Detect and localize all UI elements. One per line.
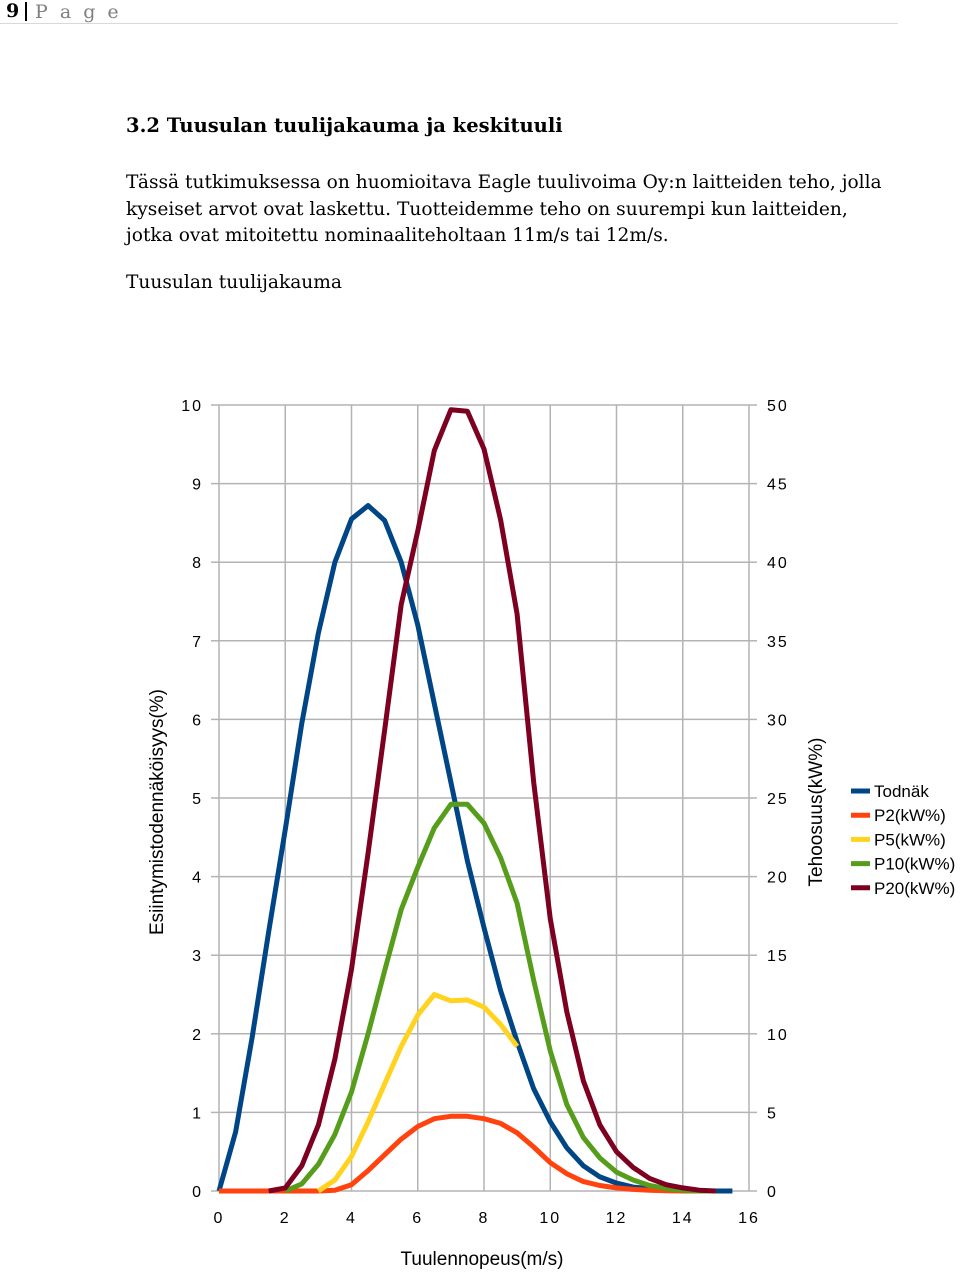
legend-label: P10(kW%) <box>874 855 955 874</box>
y-tick-label: 1 <box>192 1105 203 1122</box>
y2-tick-label: 10 <box>767 1027 789 1044</box>
x-tick-label: 14 <box>672 1210 694 1227</box>
paragraph-line: jotka ovat mitoitettu nominaaliteholtaan… <box>126 225 669 246</box>
legend-label: P20(kW%) <box>874 879 955 898</box>
series-line <box>216 503 733 1194</box>
y-tick-label: 10 <box>181 398 203 415</box>
x-tick-label: 12 <box>606 1210 628 1227</box>
y-tick-label: 5 <box>192 791 203 808</box>
y2-tick-label: 25 <box>767 791 789 808</box>
y-tick-label: 2 <box>192 1027 203 1044</box>
y2-tick-label: 0 <box>767 1184 778 1201</box>
y-tick-label: 7 <box>192 634 203 651</box>
paragraph-line: Tässä tutkimuksessa on huomioitava Eagle… <box>126 172 882 193</box>
y2-tick-label: 15 <box>767 948 789 965</box>
page-header: 9 P a g e <box>0 0 960 26</box>
series-line <box>219 1113 716 1194</box>
section-title: 3.2 Tuusulan tuulijakauma ja keskituuli <box>126 114 563 137</box>
page-number-separator <box>25 2 27 21</box>
y2-tick-label: 30 <box>767 712 789 729</box>
y-tick-label: 9 <box>192 477 203 494</box>
y2-tick-label: 35 <box>767 634 789 651</box>
legend-label: P5(kW%) <box>874 830 946 849</box>
figure-caption: Tuusulan tuulijakauma <box>126 272 342 293</box>
legend-label: P2(kW%) <box>874 806 946 825</box>
y2-tick-label: 50 <box>767 398 789 415</box>
x-tick-label: 2 <box>280 1210 291 1227</box>
y-tick-label: 6 <box>192 712 203 729</box>
paragraph-line: kyseiset arvot ovat laskettu. Tuotteidem… <box>126 198 848 220</box>
x-tick-label: 4 <box>346 1210 357 1227</box>
y-tick-label: 8 <box>192 555 203 572</box>
x-axis-title: Tuulennopeus(m/s) <box>401 1249 564 1270</box>
series-line <box>268 407 717 1194</box>
y2-tick-label: 45 <box>767 477 789 494</box>
series-line <box>317 992 520 1194</box>
y2-tick-label: 40 <box>767 555 789 572</box>
series-line <box>284 801 716 1194</box>
y-tick-label: 4 <box>192 870 203 887</box>
y2-axis-title: Tehoosuus(kW%) <box>806 738 827 887</box>
y2-tick-label: 20 <box>767 870 789 887</box>
page-word: P a g e <box>35 1 122 23</box>
x-tick-label: 10 <box>539 1210 561 1227</box>
x-tick-label: 0 <box>214 1210 225 1227</box>
x-tick-label: 8 <box>479 1210 490 1227</box>
y-tick-label: 3 <box>192 948 203 965</box>
x-tick-label: 16 <box>738 1210 760 1227</box>
body-paragraph: Tässä tutkimuksessa on huomioitava Eagle… <box>126 170 906 250</box>
y-axis-title: Esiintymistodennäköisyys(%) <box>147 689 168 935</box>
y2-tick-label: 5 <box>767 1105 778 1122</box>
x-tick-label: 6 <box>412 1210 423 1227</box>
legend-label: Todnäk <box>874 782 929 801</box>
page-number: 9 <box>6 0 20 22</box>
y-tick-label: 0 <box>192 1184 203 1201</box>
header-rule <box>0 23 898 24</box>
